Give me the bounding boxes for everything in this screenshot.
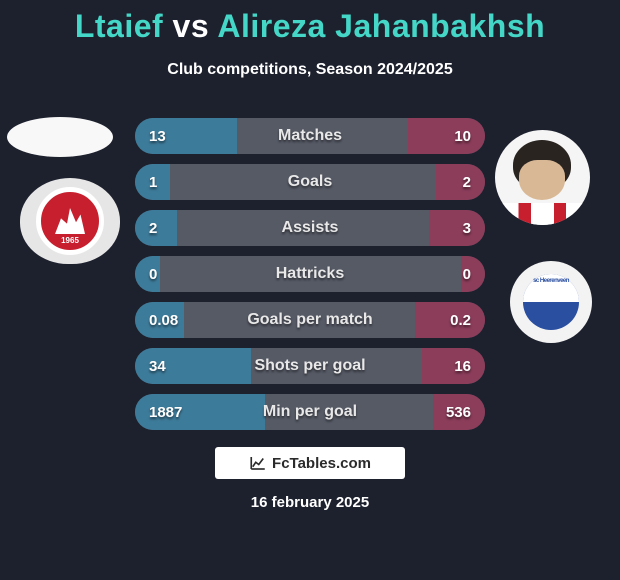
stat-row: 3416Shots per goal — [135, 348, 485, 384]
stat-label: Goals — [135, 164, 485, 200]
stat-label: Assists — [135, 210, 485, 246]
stat-label: Matches — [135, 118, 485, 154]
branding-text: FcTables.com — [272, 455, 371, 472]
vs-text: vs — [173, 8, 210, 44]
stat-row: 12Goals — [135, 164, 485, 200]
twente-icon: 1965 — [36, 187, 104, 255]
player2-shirt — [495, 203, 590, 225]
stat-row: 23Assists — [135, 210, 485, 246]
stat-row: 0.080.2Goals per match — [135, 302, 485, 338]
stat-row: 00Hattricks — [135, 256, 485, 292]
player1-club-badge: 1965 — [20, 178, 120, 264]
stat-label: Hattricks — [135, 256, 485, 292]
date-text: 16 february 2025 — [0, 494, 620, 511]
player2-avatar — [495, 130, 590, 225]
player2-club-badge: sc Heerenveen — [510, 261, 592, 343]
heerenveen-icon: sc Heerenveen — [523, 274, 579, 330]
player1-name: Ltaief — [75, 8, 163, 44]
subtitle: Club competitions, Season 2024/2025 — [0, 61, 620, 79]
stat-row: 1887536Min per goal — [135, 394, 485, 430]
stat-label: Goals per match — [135, 302, 485, 338]
comparison-title: Ltaief vs Alireza Jahanbakhsh — [0, 0, 620, 45]
stat-label: Min per goal — [135, 394, 485, 430]
chart-icon — [249, 454, 267, 472]
branding-badge[interactable]: FcTables.com — [215, 447, 405, 479]
club-year: 1965 — [61, 236, 79, 245]
player1-avatar — [7, 117, 113, 157]
stat-row: 1310Matches — [135, 118, 485, 154]
stats-container: 1310Matches 12Goals 23Assists 00Hattricks 0.… — [135, 118, 485, 440]
club-r-text: sc Heerenveen — [533, 278, 569, 284]
stat-label: Shots per goal — [135, 348, 485, 384]
player2-name: Alireza Jahanbakhsh — [217, 8, 545, 44]
